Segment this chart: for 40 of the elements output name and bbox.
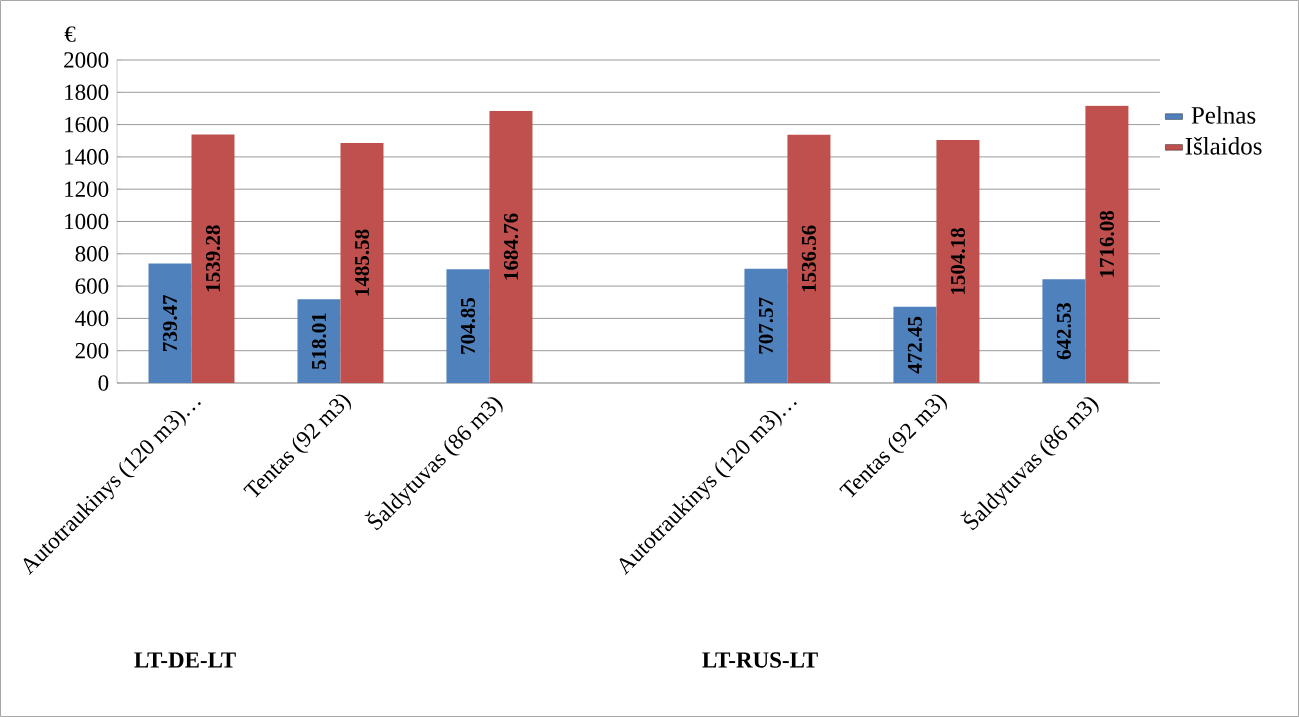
data-label: 1536.56	[801, 225, 817, 292]
data-label: 739.47	[162, 294, 178, 351]
bar	[489, 110, 533, 383]
text: LT-DE-LT	[134, 652, 236, 668]
y-tick-label: 800	[75, 246, 109, 262]
y-tick-label: 1800	[65, 84, 109, 101]
data-label: 1716.08	[1099, 210, 1115, 277]
legend-label: Išlaidos	[1185, 136, 1262, 155]
data-label: 1504.18	[950, 228, 966, 294]
y-tick-label: 0	[98, 375, 109, 391]
data-label: 704.85	[460, 297, 476, 354]
bar	[446, 269, 490, 383]
y-tick-label: 1600	[65, 116, 109, 133]
bar	[1042, 279, 1086, 383]
y-tick-label: 600	[75, 278, 109, 294]
y-tick-label: 2000	[64, 52, 109, 68]
bar	[936, 140, 980, 383]
bar	[340, 143, 384, 383]
data-label: 472.45	[907, 316, 923, 374]
y-tick-label: 200	[75, 342, 109, 359]
bar	[744, 268, 788, 383]
data-label: 1684.76	[503, 213, 519, 280]
y-tick-label: 1400	[65, 149, 109, 165]
text: LT-RUS-LT	[702, 652, 818, 668]
bar	[297, 299, 341, 383]
bar	[787, 134, 831, 383]
data-label: 1485.58	[354, 229, 370, 296]
data-label: 642.53	[1056, 302, 1072, 360]
y-tick-label: 400	[75, 310, 109, 327]
legend-label: Pelnas	[1191, 106, 1256, 124]
data-label: 707.57	[758, 297, 774, 354]
bar	[148, 263, 192, 383]
y-axis-title: €	[64, 26, 76, 42]
bar	[1085, 105, 1129, 383]
data-label: 518.01	[311, 313, 327, 370]
y-tick-label: 1000	[65, 213, 109, 230]
data-label: 1539.28	[205, 225, 221, 292]
bar	[893, 306, 937, 383]
y-tick-label: 1200	[65, 181, 109, 197]
bar	[191, 134, 235, 383]
